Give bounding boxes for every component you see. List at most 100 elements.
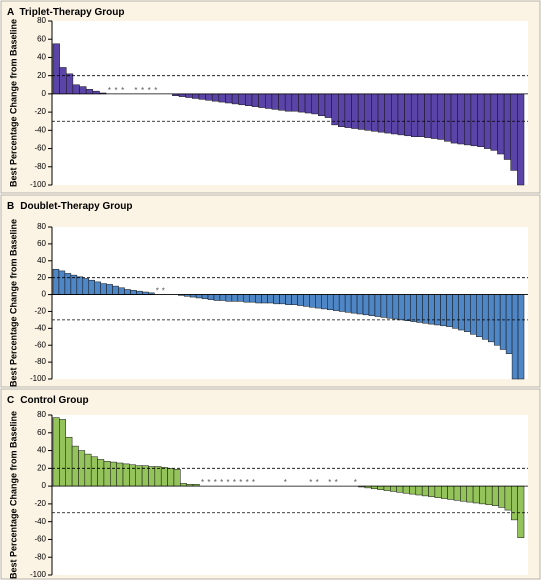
bar-marker: * [148,86,151,95]
bar [238,93,246,106]
y-tick-label: -60 [34,340,46,349]
bar-marker: * [207,478,210,487]
bar [106,284,113,295]
bar [504,485,512,511]
bar [422,294,429,324]
bar-marker: * [214,478,217,487]
panel-title-text: Control Group [20,395,88,406]
bar [251,93,259,107]
y-tick-label: 40 [37,53,46,62]
y-tick-label: -20 [34,307,46,316]
bar [437,93,445,140]
y-tick-label: 80 [37,410,46,419]
bar [124,289,131,295]
bar [79,86,87,95]
bar [116,462,124,487]
bar [466,485,474,503]
y-tick-label: -40 [34,323,46,332]
bar [470,93,478,147]
bar [421,485,429,497]
bar [291,93,299,112]
y-tick-label: 40 [37,446,46,455]
bar [213,294,221,301]
y-tick-label: 60 [37,34,46,43]
bar [267,294,274,304]
y-axis-label: Best Percentage Change from Baseline [8,19,18,187]
bar-marker: * [201,478,204,487]
y-tick-label: 60 [37,428,46,437]
bar [211,93,220,102]
bar [261,294,268,304]
bar [321,294,328,310]
bar [444,93,452,142]
bar [225,294,233,302]
bar [52,417,60,487]
bar [464,93,472,146]
bar [285,294,292,305]
bar [154,466,162,487]
y-tick-label: -100 [30,180,47,189]
bar [440,294,447,327]
bar [397,93,405,136]
y-tick-label: 80 [37,222,46,231]
panel-title: A Triplet-Therapy Group [7,7,125,18]
bar [297,294,304,306]
bar [64,273,72,295]
y-tick-label: 0 [42,290,47,299]
y-tick-label: -80 [34,552,46,561]
bar [350,294,358,314]
bar [457,93,465,145]
bar-marker: * [246,478,249,487]
bar-marker: * [335,478,338,487]
bar [327,294,334,311]
bar-marker: * [239,478,242,487]
bar [315,294,322,309]
bar [198,93,206,100]
bar [180,483,187,487]
bar [392,294,400,320]
bar-marker: * [220,478,223,487]
bar-marker: * [108,86,111,95]
bar [517,93,525,186]
bar [59,419,66,487]
bar [441,485,448,499]
bar [453,485,461,501]
bar [460,485,467,502]
bar [498,485,506,508]
bar [207,294,215,300]
y-tick-label: -40 [34,517,46,526]
bar [271,93,279,110]
bar [517,485,525,538]
bar [112,285,119,295]
bar [59,67,67,95]
bar [490,93,498,151]
bar [85,89,94,95]
bar [497,93,505,155]
y-tick-label: -100 [30,570,47,579]
bar-marker: * [284,478,287,487]
bar [173,468,181,487]
bar [424,93,432,138]
panel-title-text: Triplet-Therapy Group [19,7,124,18]
bar-marker: * [252,478,255,487]
panel-letter: C [7,395,14,406]
bar [404,93,412,137]
bar [82,278,90,295]
bar [428,485,436,498]
bar [396,485,404,493]
bar [255,294,262,304]
bar [311,93,319,115]
bar [402,485,410,494]
bar [380,294,388,318]
bar [368,294,376,316]
bar [118,287,125,295]
y-tick-label: 80 [37,16,46,25]
y-tick-label: -100 [30,374,47,383]
bar [88,279,95,295]
bar [510,93,518,171]
bar [94,281,101,295]
bar-marker: * [226,478,229,487]
bar [434,294,441,326]
bar [231,294,239,302]
